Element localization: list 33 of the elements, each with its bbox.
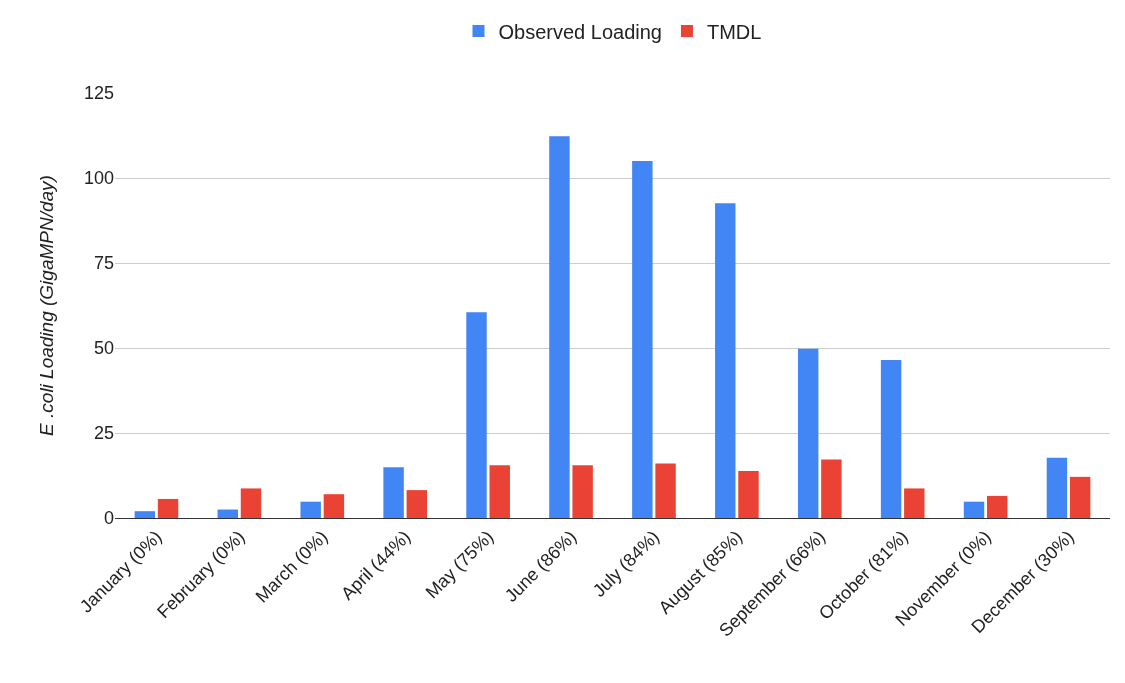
bar [821,459,842,518]
y-tick-label: 100 [83,168,114,189]
bar [466,312,487,518]
bar [549,136,570,518]
legend-label: TMDL [706,20,762,43]
bar [240,488,262,518]
y-axis-title: E .coli Loading (GigaMPN/day) [35,175,57,436]
bar [300,501,321,518]
bar [406,490,428,518]
bar [157,498,179,518]
bar [738,471,759,518]
bar [904,488,925,518]
y-tick-label: 25 [93,423,114,444]
bar [880,359,902,518]
legend-label: Observed Loading [498,20,662,43]
y-tick-label: 75 [93,253,114,274]
bar [134,511,156,518]
bar [655,463,676,518]
bar [1046,457,1068,518]
bar [383,467,404,518]
y-tick-label: 50 [93,338,114,359]
bar [323,494,345,518]
y-tick-label: 0 [103,508,114,529]
bar [797,348,819,518]
bar [632,161,653,518]
bar [963,501,985,518]
bar [489,465,510,518]
y-tick-label: 125 [83,83,114,104]
bar [987,495,1008,518]
bar [217,509,238,518]
bar [1069,476,1091,518]
bar [572,465,593,518]
bar [715,203,736,518]
